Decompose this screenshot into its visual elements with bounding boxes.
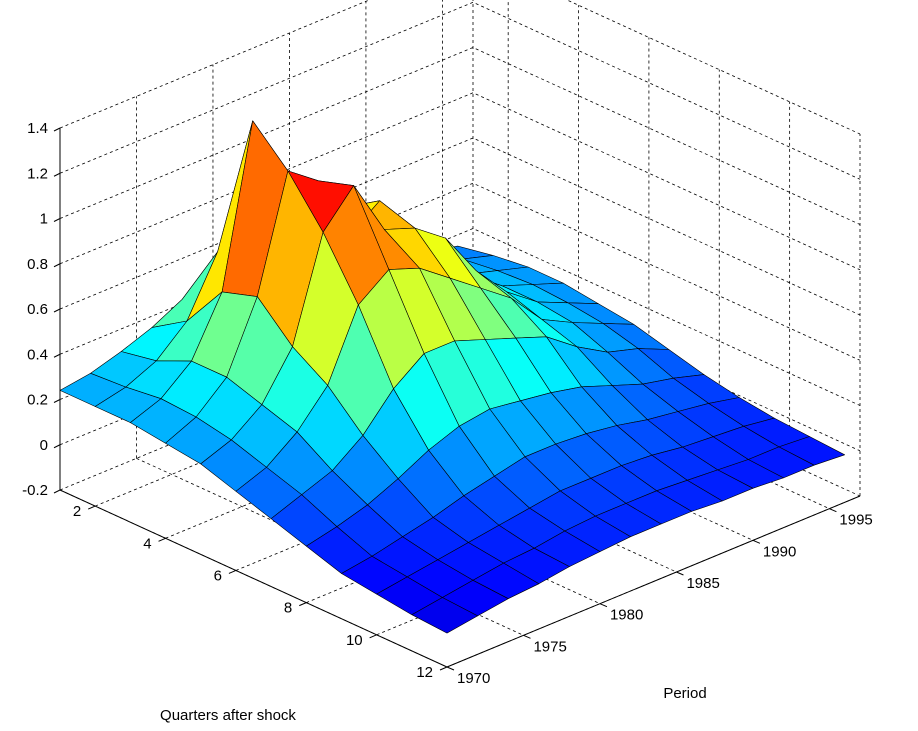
z-tick — [53, 353, 61, 358]
y-tick-label: 1975 — [533, 638, 566, 655]
x-tick — [299, 602, 307, 607]
y-tick — [446, 666, 455, 671]
z-tick-label: 0.4 — [27, 346, 48, 363]
x-tick — [439, 666, 448, 671]
surface-layer — [59, 120, 846, 634]
z-tick — [53, 489, 61, 494]
x-tick — [369, 634, 377, 639]
z-tick — [53, 399, 61, 403]
x-tick-label: 8 — [284, 600, 292, 617]
surface-patch — [411, 597, 478, 634]
y-tick-label: 1985 — [686, 575, 719, 592]
z-tick-label: 1 — [40, 211, 48, 228]
y-tick — [752, 539, 761, 544]
z-tick-label: -0.2 — [22, 482, 48, 499]
y-tick — [829, 508, 837, 513]
y-tick — [676, 571, 684, 576]
z-tick-label: 0.2 — [27, 392, 48, 409]
x-tick — [87, 505, 96, 510]
z-tick-label: 0.8 — [27, 256, 48, 273]
x-tick-label: 12 — [416, 664, 433, 681]
x-tick-label: 6 — [214, 567, 222, 584]
z-tick-label: 0 — [40, 437, 48, 454]
z-tick — [53, 127, 61, 132]
y-axis-line — [446, 495, 861, 668]
x-tick-label: 2 — [73, 503, 81, 520]
y-axis-label: Period — [663, 685, 706, 702]
z-gridline — [59, 47, 861, 225]
z-tick-label: 1.2 — [27, 165, 48, 182]
z-gridline — [59, 92, 861, 271]
y-tick — [523, 634, 531, 639]
z-tick — [53, 263, 61, 268]
x-axis-line — [59, 489, 448, 668]
z-gridline — [59, 1, 861, 180]
z-tick-label: 0.6 — [27, 301, 48, 318]
z-tick — [53, 308, 61, 313]
x-tick — [158, 537, 166, 542]
y-tick-label: 1990 — [763, 543, 796, 560]
y-tick-label: 1970 — [457, 670, 490, 687]
x-tick — [228, 569, 237, 574]
axis-layer: -0.2 0 0.2 0.4 0.6 0.8 1 1.2 1.4 2 4 6 8 10 12 1970 1975… — [22, 120, 873, 687]
y-tick-label: 1995 — [839, 512, 872, 529]
x-tick-label: 10 — [346, 632, 363, 649]
z-tick — [53, 444, 61, 449]
x-axis-label: Quarters after shock — [160, 707, 296, 724]
z-gridline — [59, 0, 861, 135]
z-tick — [53, 172, 61, 177]
z-tick-label: 1.4 — [27, 120, 48, 137]
z-tick — [53, 218, 61, 222]
y-tick-label: 1980 — [610, 607, 643, 624]
x-tick-label: 4 — [143, 535, 151, 552]
y-tick — [599, 603, 608, 608]
